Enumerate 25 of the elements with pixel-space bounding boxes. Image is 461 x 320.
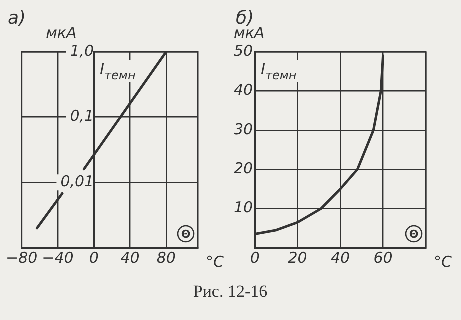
text: Рис. 12-16 <box>192 282 269 302</box>
x-tick-label: 0 <box>89 248 99 267</box>
x-tick-label: 0 <box>250 248 260 267</box>
y-tick-label: 40 <box>234 81 254 100</box>
x-tick-label: −40 <box>42 248 74 267</box>
x-tick-label: 40 <box>120 248 140 267</box>
y-tick-label: 0,01 <box>60 172 94 191</box>
y-tick-label: 0,1 <box>70 107 94 126</box>
y-tick-label: 20 <box>234 159 254 178</box>
x-tick-label: 20 <box>288 248 308 267</box>
x-tick-label: 60 <box>374 248 393 267</box>
annotation: Θ <box>181 228 191 241</box>
annotation: Θ <box>409 228 419 241</box>
y-tick-label: 30 <box>234 120 254 138</box>
y-tick-label: 1,0 <box>70 42 94 60</box>
x-tick-label: −80 <box>6 248 38 267</box>
chart-title: а) <box>8 8 26 29</box>
y-tick-label: 10 <box>234 198 254 217</box>
x-axis-title: °C <box>206 253 225 271</box>
x-axis-title: °C <box>434 253 453 271</box>
y-axis-title: мкА <box>46 24 77 42</box>
chart-title: б) <box>236 8 254 29</box>
y-tick-label: 50 <box>234 42 254 60</box>
x-tick-label: 40 <box>330 248 350 267</box>
x-tick-label: 80 <box>156 248 176 267</box>
